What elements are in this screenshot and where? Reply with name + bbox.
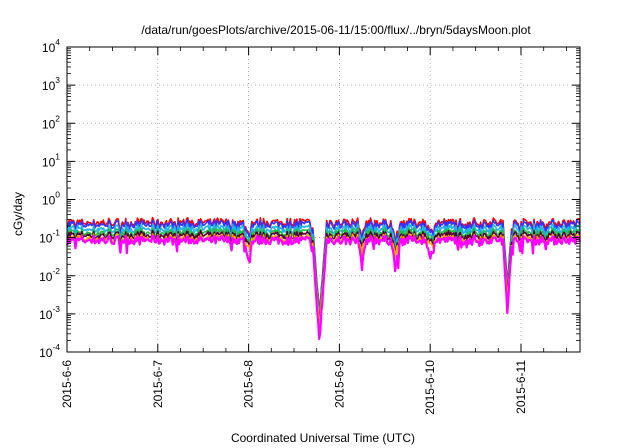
y-tick-label: 100 (42, 190, 60, 208)
x-tick-labels: 2015-6-6 2015-6-7 2015-6-8 2015-6-9 2015-6-1… (60, 360, 528, 415)
x-axis-label: Coordinated Universal Time (UTC) (231, 431, 415, 445)
chart-title: /data/run/goesPlots/archive/2015-06-11/1… (141, 23, 531, 37)
y-tick-label: 10-4 (39, 342, 60, 360)
y-tick-labels: 10-4 10-3 10-2 10-1 100 101 102 103 104 (39, 37, 60, 360)
ticks (66, 46, 580, 353)
x-tick-label: 2015-6-10 (423, 360, 437, 415)
x-tick-label: 2015-6-6 (60, 360, 74, 408)
series-group (66, 216, 582, 341)
y-tick-label: 101 (42, 151, 60, 169)
y-tick-label: 103 (42, 75, 60, 93)
series-line (66, 234, 582, 341)
y-tick-label: 10-3 (39, 304, 60, 322)
y-tick-label: 102 (42, 113, 60, 131)
y-axis-label: cGy/day (11, 192, 25, 236)
x-tick-label: 2015-6-7 (151, 360, 165, 408)
y-tick-label: 10-2 (39, 266, 60, 284)
x-tick-label: 2015-6-8 (242, 360, 256, 408)
y-tick-label: 10-1 (39, 228, 60, 246)
x-tick-label: 2015-6-11 (514, 360, 528, 414)
y-tick-label: 104 (42, 37, 60, 55)
x-tick-label: 2015-6-9 (332, 360, 346, 408)
grid (67, 47, 580, 352)
